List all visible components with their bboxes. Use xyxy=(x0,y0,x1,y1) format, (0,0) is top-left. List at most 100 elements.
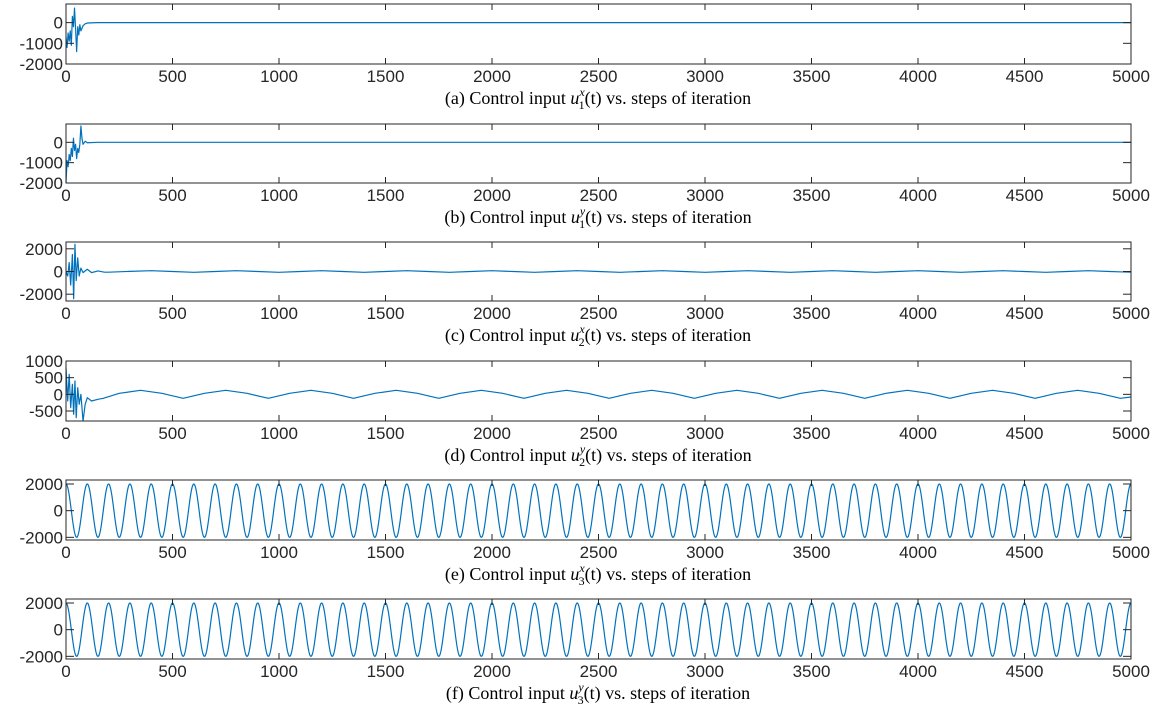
x-tick-label: 4500 xyxy=(1006,67,1044,86)
x-tick-label: 2500 xyxy=(580,186,618,205)
x-tick-label: 3000 xyxy=(686,304,724,323)
x-tick-label: 0 xyxy=(61,304,70,323)
panel-e: 0 500 1000 1500 2000 2500 3000 3500 4000 4500 5000… xyxy=(20,475,1150,588)
y-tick-label: -2000 xyxy=(20,285,63,304)
x-tick-label: 4000 xyxy=(899,424,937,443)
panel-caption: (d) Control input uy 2(t) vs. steps of it… xyxy=(444,442,751,469)
x-tick-label: 4500 xyxy=(1006,304,1044,323)
x-tick-label: 5000 xyxy=(1112,67,1150,86)
x-tick-label: 1500 xyxy=(367,543,405,562)
panel-d: 0 500 1000 1500 2000 2500 3000 3500 4000 4500 5000… xyxy=(25,352,1150,469)
y-tick-label: 0 xyxy=(54,385,63,404)
x-tick-label: 2000 xyxy=(473,424,511,443)
y-tick-label: 0 xyxy=(54,133,63,152)
x-tick-label: 500 xyxy=(158,543,186,562)
x-tick-label: 3000 xyxy=(686,662,724,681)
x-tick-label: 5000 xyxy=(1112,304,1150,323)
y-tick-label: 0 xyxy=(54,263,63,282)
x-tick-label: 1500 xyxy=(367,304,405,323)
y-tick-label: 0 xyxy=(54,14,63,33)
y-tick-label: -2000 xyxy=(20,174,63,193)
panel-caption: (f) Control input uy 3(t) vs. steps of it… xyxy=(446,680,750,707)
x-tick-label: 2000 xyxy=(473,662,511,681)
y-tick-label: -1000 xyxy=(20,34,63,53)
x-tick-label: 0 xyxy=(61,543,70,562)
axes-box xyxy=(65,598,1132,660)
x-tick-label: 2000 xyxy=(473,67,511,86)
x-tick-label: 1500 xyxy=(367,186,405,205)
x-tick-label: 3500 xyxy=(793,424,831,443)
panel-c: 0 500 1000 1500 2000 2500 3000 3500 4000 4500 5000… xyxy=(20,240,1150,349)
axes-box xyxy=(65,360,1132,422)
x-tick-label: 2500 xyxy=(580,67,618,86)
x-tick-label: 3500 xyxy=(793,186,831,205)
x-tick-label: 5000 xyxy=(1112,186,1150,205)
x-tick-label: 2500 xyxy=(580,424,618,443)
x-tick-label: 5000 xyxy=(1112,543,1150,562)
x-tick-label: 4500 xyxy=(1006,543,1044,562)
y-tick-label: 0 xyxy=(54,502,63,521)
axes-box xyxy=(65,123,1132,184)
series-line xyxy=(66,7,1131,53)
y-tick-label: -1000 xyxy=(20,154,63,173)
panel-caption: (b) Control input uy 1(t) vs. steps of it… xyxy=(444,204,751,231)
x-tick-label: 3500 xyxy=(793,543,831,562)
y-tick-label: -500 xyxy=(29,402,63,421)
x-tick-label: 1000 xyxy=(260,186,298,205)
x-tick-label: 2500 xyxy=(580,304,618,323)
series-line xyxy=(66,243,1131,300)
axes-box xyxy=(65,479,1132,541)
x-tick-label: 3000 xyxy=(686,186,724,205)
x-tick-label: 4500 xyxy=(1006,662,1044,681)
x-tick-label: 1500 xyxy=(367,67,405,86)
x-tick-label: 1000 xyxy=(260,543,298,562)
x-tick-label: 2000 xyxy=(473,543,511,562)
x-tick-label: 500 xyxy=(158,186,186,205)
x-tick-label: 3000 xyxy=(686,543,724,562)
series-line xyxy=(66,483,1131,538)
x-tick-label: 0 xyxy=(61,186,70,205)
panel-f: 0 500 1000 1500 2000 2500 3000 3500 4000 4500 5000… xyxy=(20,594,1150,707)
x-tick-label: 4000 xyxy=(899,662,937,681)
y-tick-label: 1000 xyxy=(25,352,63,371)
y-tick-label: 2000 xyxy=(25,594,63,613)
panel-a: 0 500 1000 1500 2000 2500 3000 3500 4000 4500 5000… xyxy=(20,3,1150,112)
series-line xyxy=(66,602,1131,657)
x-tick-label: 4500 xyxy=(1006,186,1044,205)
x-tick-label: 2000 xyxy=(473,186,511,205)
x-tick-label: 4500 xyxy=(1006,424,1044,443)
axes-box xyxy=(65,3,1132,65)
x-tick-label: 0 xyxy=(61,662,70,681)
panel-caption: (e) Control input ux 3(t) vs. steps of it… xyxy=(445,561,751,588)
x-tick-label: 4000 xyxy=(899,543,937,562)
x-tick-label: 3000 xyxy=(686,67,724,86)
x-tick-label: 1500 xyxy=(367,424,405,443)
x-tick-label: 500 xyxy=(158,304,186,323)
x-tick-label: 5000 xyxy=(1112,424,1150,443)
x-tick-label: 1000 xyxy=(260,304,298,323)
x-tick-label: 0 xyxy=(61,424,70,443)
x-tick-label: 0 xyxy=(61,67,70,86)
x-tick-label: 2500 xyxy=(580,662,618,681)
y-tick-label: 500 xyxy=(35,369,63,388)
x-tick-label: 500 xyxy=(158,662,186,681)
series-line xyxy=(66,125,1131,183)
x-tick-label: 3000 xyxy=(686,424,724,443)
y-tick-label: -2000 xyxy=(20,55,63,74)
y-tick-label: 0 xyxy=(54,621,63,640)
y-tick-label: 2000 xyxy=(25,240,63,259)
y-tick-label: 2000 xyxy=(25,475,63,494)
x-tick-label: 500 xyxy=(158,424,186,443)
x-tick-label: 5000 xyxy=(1112,662,1150,681)
x-tick-label: 3500 xyxy=(793,304,831,323)
x-tick-label: 1000 xyxy=(260,67,298,86)
panel-b: 0 500 1000 1500 2000 2500 3000 3500 4000 4500 5000… xyxy=(20,123,1150,231)
x-tick-label: 3500 xyxy=(793,67,831,86)
x-tick-label: 1500 xyxy=(367,662,405,681)
x-tick-label: 3500 xyxy=(793,662,831,681)
x-tick-label: 1000 xyxy=(260,662,298,681)
x-tick-label: 2000 xyxy=(473,304,511,323)
y-tick-label: -2000 xyxy=(20,528,63,547)
x-tick-label: 2500 xyxy=(580,543,618,562)
